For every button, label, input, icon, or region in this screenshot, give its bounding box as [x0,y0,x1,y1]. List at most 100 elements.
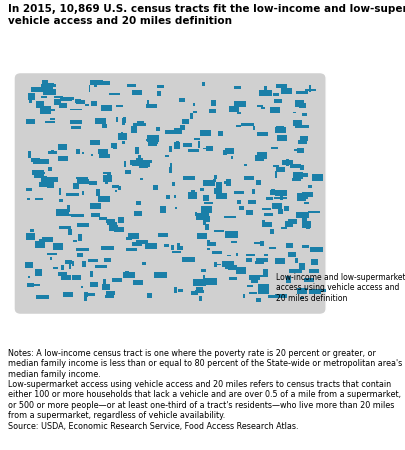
FancyBboxPatch shape [31,87,43,92]
FancyBboxPatch shape [29,98,32,103]
FancyBboxPatch shape [295,125,309,128]
FancyBboxPatch shape [236,253,238,256]
FancyBboxPatch shape [53,96,63,98]
FancyBboxPatch shape [271,147,278,149]
FancyBboxPatch shape [202,82,205,86]
FancyBboxPatch shape [49,83,55,87]
FancyBboxPatch shape [102,172,109,174]
FancyBboxPatch shape [76,149,80,154]
FancyBboxPatch shape [61,214,72,216]
FancyBboxPatch shape [195,290,204,293]
FancyBboxPatch shape [298,173,308,177]
FancyBboxPatch shape [228,265,237,270]
FancyBboxPatch shape [58,156,68,161]
FancyBboxPatch shape [273,93,279,96]
FancyBboxPatch shape [128,233,139,238]
FancyBboxPatch shape [310,247,323,252]
FancyBboxPatch shape [190,112,193,119]
FancyBboxPatch shape [209,278,213,284]
FancyBboxPatch shape [130,160,139,165]
FancyBboxPatch shape [313,288,326,292]
FancyBboxPatch shape [28,276,30,278]
FancyBboxPatch shape [174,287,177,292]
FancyBboxPatch shape [112,185,119,188]
FancyBboxPatch shape [65,261,72,264]
FancyBboxPatch shape [288,219,297,224]
FancyBboxPatch shape [171,245,174,250]
FancyBboxPatch shape [82,190,84,195]
FancyBboxPatch shape [225,266,236,269]
FancyBboxPatch shape [58,144,67,150]
FancyBboxPatch shape [98,154,110,158]
FancyBboxPatch shape [49,257,52,260]
FancyBboxPatch shape [292,178,301,181]
FancyBboxPatch shape [118,217,124,223]
FancyBboxPatch shape [277,135,287,141]
FancyBboxPatch shape [280,194,284,200]
FancyBboxPatch shape [202,275,205,281]
FancyBboxPatch shape [209,108,215,113]
FancyBboxPatch shape [292,120,302,126]
FancyBboxPatch shape [109,225,118,231]
FancyBboxPatch shape [147,293,151,298]
FancyBboxPatch shape [178,289,183,292]
FancyBboxPatch shape [213,179,216,182]
FancyBboxPatch shape [293,172,303,179]
FancyBboxPatch shape [133,280,143,285]
FancyBboxPatch shape [71,126,81,129]
FancyBboxPatch shape [247,285,253,287]
FancyBboxPatch shape [204,202,213,204]
FancyBboxPatch shape [138,155,141,160]
FancyBboxPatch shape [127,84,136,87]
FancyBboxPatch shape [280,166,284,168]
FancyBboxPatch shape [188,192,197,199]
FancyBboxPatch shape [256,257,268,262]
FancyBboxPatch shape [115,189,117,192]
FancyBboxPatch shape [253,126,256,130]
FancyBboxPatch shape [72,261,75,266]
FancyBboxPatch shape [105,295,114,297]
FancyBboxPatch shape [99,153,104,158]
FancyBboxPatch shape [147,135,159,142]
FancyBboxPatch shape [212,251,222,254]
FancyBboxPatch shape [306,223,310,229]
FancyBboxPatch shape [133,123,146,126]
FancyBboxPatch shape [136,240,147,243]
FancyBboxPatch shape [288,252,296,257]
FancyBboxPatch shape [222,261,234,267]
FancyBboxPatch shape [244,164,247,166]
FancyBboxPatch shape [258,132,269,136]
FancyBboxPatch shape [229,277,237,279]
FancyBboxPatch shape [58,272,68,275]
FancyBboxPatch shape [95,118,106,124]
FancyBboxPatch shape [194,138,200,140]
FancyBboxPatch shape [26,189,32,191]
FancyBboxPatch shape [197,233,207,239]
FancyBboxPatch shape [294,148,303,151]
FancyBboxPatch shape [193,111,197,113]
FancyBboxPatch shape [275,294,287,298]
FancyBboxPatch shape [30,229,34,233]
FancyBboxPatch shape [117,105,123,107]
FancyBboxPatch shape [48,151,57,154]
FancyBboxPatch shape [300,165,304,170]
FancyBboxPatch shape [244,176,254,180]
FancyBboxPatch shape [302,245,309,248]
FancyBboxPatch shape [193,103,195,106]
FancyBboxPatch shape [59,226,71,229]
FancyBboxPatch shape [157,85,164,89]
FancyBboxPatch shape [70,120,82,124]
FancyBboxPatch shape [174,142,180,149]
FancyBboxPatch shape [91,154,93,156]
FancyBboxPatch shape [260,241,264,247]
FancyBboxPatch shape [61,265,64,270]
FancyBboxPatch shape [116,117,118,122]
FancyBboxPatch shape [164,243,169,247]
FancyBboxPatch shape [139,166,148,168]
FancyBboxPatch shape [275,171,277,178]
FancyBboxPatch shape [90,140,100,145]
FancyBboxPatch shape [214,262,217,267]
FancyBboxPatch shape [103,176,113,182]
FancyBboxPatch shape [77,223,89,227]
FancyBboxPatch shape [32,170,44,175]
